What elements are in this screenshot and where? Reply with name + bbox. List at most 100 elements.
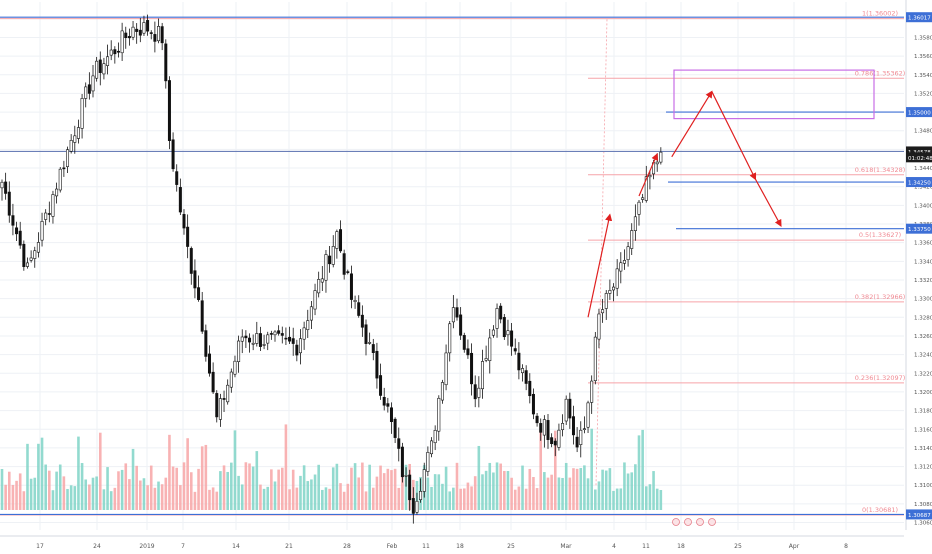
volume-bar-up (324, 487, 328, 510)
impulse-arrow[interactable] (638, 152, 659, 197)
candle-down (98, 59, 102, 73)
economic-event-icon[interactable] (708, 518, 716, 526)
target-zone-box[interactable] (673, 69, 875, 120)
candle-down (517, 352, 521, 371)
volume-bar-up (495, 462, 499, 510)
volume-bar-down (466, 482, 470, 510)
volume-bar-down (98, 432, 102, 510)
candle-down (288, 336, 292, 342)
volume-bar-down (361, 462, 364, 510)
impulse-arrow[interactable] (587, 213, 613, 318)
volume-bar-up (299, 475, 302, 510)
candle-up (488, 337, 492, 362)
volume-bar-down (499, 463, 502, 510)
candle-down (575, 436, 579, 448)
candle-down (568, 398, 572, 419)
candle-up (368, 342, 372, 344)
volume-bar-up (69, 485, 73, 510)
volume-bar-down (280, 467, 284, 510)
annotations[interactable] (587, 69, 875, 318)
projection-arrow[interactable] (711, 91, 757, 181)
volume-bar-up (594, 489, 597, 510)
candle-down (528, 380, 532, 397)
volume-bar-down (357, 477, 361, 510)
volume-bar-down (139, 480, 142, 510)
volume-bar-up (597, 481, 601, 510)
candle-up (444, 352, 448, 386)
volume-bar-up (644, 486, 648, 510)
candle-up (142, 22, 146, 34)
candle-down (539, 423, 543, 433)
candle-down (204, 330, 208, 357)
volume-bar-up (73, 486, 77, 510)
horizontal-levels[interactable] (0, 16, 904, 515)
candle-up (91, 75, 95, 92)
volume-bar-up (448, 491, 452, 510)
volume-bar-up (492, 472, 495, 510)
volume-bar-down (175, 467, 179, 510)
price-tag-label: 01:02:48 (908, 156, 932, 162)
volume-bar-down (146, 485, 149, 510)
economic-event-icon[interactable] (696, 518, 704, 526)
candle-up (648, 175, 652, 178)
volume-bar-down (528, 468, 532, 510)
candle-up (579, 429, 583, 445)
volume-bar-down (244, 462, 248, 510)
candle-up (593, 336, 597, 381)
candle-up (233, 360, 237, 375)
candle-down (349, 273, 353, 300)
volume-bar-down (350, 467, 353, 510)
economic-event-icon[interactable] (684, 518, 692, 526)
candle-up (240, 336, 244, 342)
volume-bar-down (539, 428, 543, 510)
volume-bar-down (288, 489, 291, 510)
candle-down (164, 43, 168, 82)
volume-bar-down (186, 438, 189, 510)
economic-event-icon[interactable] (672, 518, 680, 526)
candle-down (393, 418, 397, 438)
candle-down (408, 474, 412, 501)
volume-bar-down (204, 444, 208, 510)
volume-bar-up (586, 478, 590, 510)
volume-bar-up (251, 466, 255, 510)
candle-up (659, 151, 663, 163)
price-tick-label: 1.32800 (914, 315, 932, 321)
volume-bar-up (55, 471, 58, 510)
price-tick-label: 1.31000 (914, 483, 932, 489)
candle-up (251, 342, 255, 345)
projection-arrow[interactable] (754, 178, 782, 227)
candle-up (69, 140, 73, 152)
candle-down (411, 498, 415, 514)
price-tick-label: 1.33600 (914, 241, 932, 247)
candle-down (397, 438, 401, 449)
candle-up (58, 168, 62, 191)
candle-down (135, 28, 139, 32)
volume-bar-up (612, 490, 615, 510)
volume-bar-up (157, 481, 160, 510)
candle-down (462, 335, 466, 350)
candle-down (535, 415, 539, 424)
candle-down (153, 34, 157, 42)
candle-up (218, 398, 222, 420)
volume-bar-up (630, 472, 634, 510)
fib-retracement[interactable]: 1(1.36002) 0.786(1.35362) 0.618(1.34328) 0.… (0, 10, 905, 516)
volume-bar-up (26, 443, 29, 510)
candle-up (630, 230, 634, 249)
volume-bar-down (473, 476, 477, 510)
volume-bar-up (659, 490, 663, 510)
volume-bar-up (58, 464, 62, 510)
candle-down (389, 407, 393, 422)
volume-bar-up (66, 488, 69, 510)
candle-up (626, 246, 630, 261)
volume-bar-down (168, 434, 171, 510)
candle-down (466, 348, 470, 356)
time-tick-label: 25 (734, 543, 742, 550)
volume-bar-up (335, 463, 339, 510)
price-tick-label: 1.31600 (914, 427, 932, 433)
projection-arrow[interactable] (671, 90, 713, 158)
candle-up (84, 86, 88, 99)
candle-up (40, 221, 44, 241)
candle-down (473, 384, 477, 400)
candle-down (211, 371, 215, 393)
candle-down (124, 32, 128, 39)
